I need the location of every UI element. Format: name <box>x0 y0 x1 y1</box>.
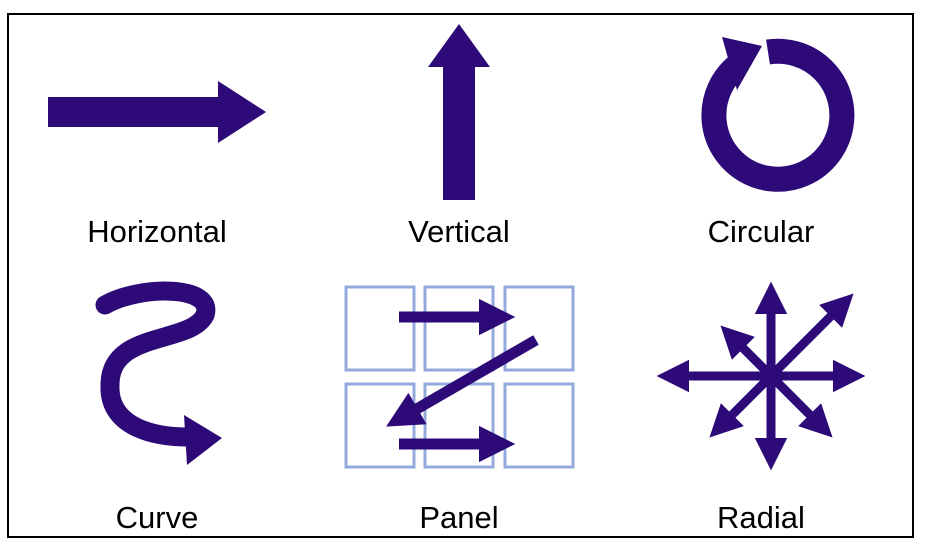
label-curve: Curve <box>115 500 199 535</box>
vertical-arrow-icon <box>428 24 490 200</box>
label-panel: Panel <box>419 500 499 535</box>
horizontal-arrow-icon <box>48 81 266 143</box>
label-radial: Radial <box>717 500 805 535</box>
label-circular: Circular <box>707 214 815 249</box>
panel-arrows-icon <box>344 285 575 469</box>
circular-arrow-icon <box>701 37 855 192</box>
label-horizontal: Horizontal <box>87 214 227 249</box>
label-vertical: Vertical <box>408 214 510 249</box>
curve-arrow-icon <box>95 281 222 465</box>
radial-arrows-icon <box>656 281 866 471</box>
